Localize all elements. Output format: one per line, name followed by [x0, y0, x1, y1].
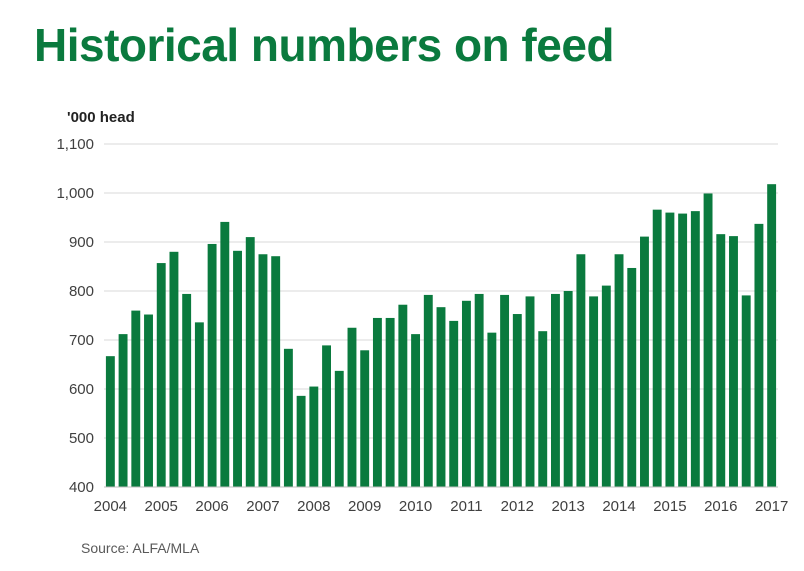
bar [220, 221, 230, 487]
y-tick-label: 500 [69, 430, 94, 447]
y-tick-label: 1,100 [56, 136, 94, 153]
x-tick-label: 2010 [399, 498, 432, 515]
y-tick-label: 400 [69, 479, 94, 496]
bar [690, 211, 700, 487]
source-note: Source: ALFA/MLA [81, 540, 200, 556]
y-tick-label: 700 [69, 332, 94, 349]
bar [169, 251, 179, 487]
bar [678, 213, 688, 487]
bar [538, 331, 548, 487]
bar [729, 236, 738, 487]
bar [309, 386, 319, 487]
bar [182, 293, 192, 487]
bar [105, 356, 115, 487]
bar [207, 243, 217, 487]
bar [487, 332, 497, 487]
bar [347, 327, 357, 487]
bar [156, 263, 166, 487]
bar [601, 285, 611, 487]
bar [118, 334, 128, 487]
y-tick-labels: 400 500 600 700 800 900 1,000 1,100 [56, 136, 94, 496]
y-tick-label: 1,000 [56, 185, 94, 202]
bar [474, 293, 484, 487]
bar [640, 236, 649, 487]
bar [360, 350, 370, 487]
bar [322, 345, 331, 487]
bar [194, 322, 204, 487]
x-tick-label: 2005 [145, 498, 178, 515]
bar [563, 291, 573, 487]
bar [703, 193, 713, 488]
bar [589, 296, 599, 487]
bar [398, 304, 408, 487]
page-title: Historical numbers on feed [34, 19, 615, 71]
bar [423, 294, 433, 487]
y-tick-label: 800 [69, 283, 94, 300]
x-tick-label: 2017 [755, 498, 788, 515]
x-tick-label: 2009 [348, 498, 381, 515]
bars [105, 184, 777, 488]
x-tick-label: 2011 [450, 498, 482, 515]
bar [334, 370, 344, 487]
bar [385, 317, 395, 487]
x-tick-label: 2014 [602, 498, 635, 515]
bar [271, 256, 281, 487]
bar [627, 267, 637, 487]
bar [512, 314, 522, 487]
y-tick-label: 900 [69, 234, 94, 251]
bar [665, 212, 675, 487]
bar [754, 223, 764, 487]
bar [652, 209, 662, 487]
y-axis-unit-label: '000 head [67, 109, 135, 126]
x-tick-label: 2007 [246, 498, 279, 515]
bar [372, 317, 382, 487]
x-tick-labels: 2004 2005 2006 2007 2008 2009 2010 2011 2012 2013… [94, 498, 789, 515]
bar [258, 254, 268, 487]
bar [131, 310, 141, 487]
y-tick-label: 600 [69, 381, 94, 398]
bar [525, 296, 535, 487]
bar [614, 254, 624, 487]
x-tick-label: 2016 [704, 498, 737, 515]
bar [449, 320, 459, 487]
x-tick-label: 2008 [297, 498, 330, 515]
bar [245, 237, 255, 487]
x-tick-label: 2013 [551, 498, 584, 515]
bar [741, 295, 751, 487]
x-tick-label: 2015 [653, 498, 686, 515]
x-tick-label: 2006 [195, 498, 228, 515]
bar [283, 348, 293, 487]
bar [233, 250, 242, 487]
bar [144, 314, 153, 487]
bar [551, 293, 560, 487]
bar [461, 300, 471, 487]
bar [411, 334, 421, 487]
x-tick-label: 2004 [94, 498, 127, 515]
bar [296, 395, 306, 487]
bar [767, 184, 777, 487]
bar [436, 307, 446, 487]
bar [716, 234, 726, 487]
bar [576, 254, 586, 487]
bar [500, 294, 510, 487]
x-tick-label: 2012 [501, 498, 534, 515]
